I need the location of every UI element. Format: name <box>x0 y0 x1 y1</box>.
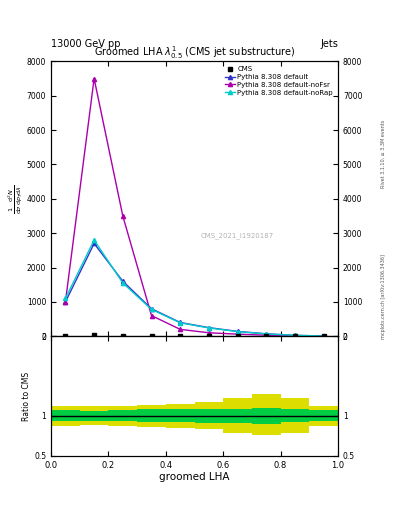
Pythia 8.308 default-noFsr <box>321 333 326 339</box>
Pythia 8.308 default <box>63 299 68 305</box>
Pythia 8.308 default-noFsr <box>120 213 125 219</box>
CMS <box>321 333 326 339</box>
Pythia 8.308 default <box>292 332 298 338</box>
CMS <box>235 333 240 339</box>
X-axis label: groomed LHA: groomed LHA <box>159 472 230 482</box>
Text: Rivet 3.1.10, ≥ 3.3M events: Rivet 3.1.10, ≥ 3.3M events <box>381 119 386 188</box>
Y-axis label: $\frac{1}{\mathrm{d}\sigma}\frac{\mathrm{d}^2N}{\mathrm{d}p_T\mathrm{d}\lambda}$: $\frac{1}{\mathrm{d}\sigma}\frac{\mathrm… <box>7 184 25 214</box>
Text: CMS_2021_I1920187: CMS_2021_I1920187 <box>200 232 274 239</box>
Pythia 8.308 default-noRap <box>149 306 154 312</box>
CMS <box>120 332 125 338</box>
Pythia 8.308 default-noFsr <box>92 76 97 82</box>
Pythia 8.308 default-noRap <box>292 332 298 338</box>
Pythia 8.308 default-noRap <box>207 325 211 331</box>
Text: mcplots.cern.ch [arXiv:1306.3436]: mcplots.cern.ch [arXiv:1306.3436] <box>381 254 386 339</box>
Pythia 8.308 default-noFsr <box>149 312 154 318</box>
Pythia 8.308 default <box>178 319 183 326</box>
Pythia 8.308 default <box>321 333 326 339</box>
Pythia 8.308 default-noRap <box>321 333 326 339</box>
Pythia 8.308 default-noFsr <box>63 299 68 305</box>
Pythia 8.308 default-noRap <box>235 329 240 335</box>
Pythia 8.308 default-noFsr <box>178 326 183 332</box>
Pythia 8.308 default <box>149 306 154 312</box>
Pythia 8.308 default <box>235 328 240 334</box>
Line: Pythia 8.308 default: Pythia 8.308 default <box>63 241 326 338</box>
Pythia 8.308 default <box>264 331 269 337</box>
Legend: CMS, Pythia 8.308 default, Pythia 8.308 default-noFsr, Pythia 8.308 default-noRa: CMS, Pythia 8.308 default, Pythia 8.308 … <box>222 63 336 98</box>
CMS <box>207 333 211 339</box>
Pythia 8.308 default-noRap <box>264 331 269 337</box>
Pythia 8.308 default <box>207 325 211 331</box>
CMS <box>63 332 68 338</box>
Text: Jets: Jets <box>320 38 338 49</box>
CMS <box>292 333 298 339</box>
Pythia 8.308 default-noRap <box>178 320 183 326</box>
Y-axis label: Ratio to CMS: Ratio to CMS <box>22 371 31 420</box>
Pythia 8.308 default-noRap <box>92 237 97 243</box>
Title: Groomed LHA $\lambda^{1}_{0.5}$ (CMS jet substructure): Groomed LHA $\lambda^{1}_{0.5}$ (CMS jet… <box>94 45 295 61</box>
CMS <box>149 333 154 339</box>
Pythia 8.308 default <box>120 278 125 284</box>
Line: CMS: CMS <box>63 333 326 338</box>
Pythia 8.308 default-noFsr <box>264 332 269 338</box>
CMS <box>178 333 183 339</box>
Text: 13000 GeV pp: 13000 GeV pp <box>51 38 121 49</box>
Pythia 8.308 default-noFsr <box>235 331 240 337</box>
Pythia 8.308 default-noRap <box>120 280 125 286</box>
CMS <box>92 332 97 338</box>
CMS <box>264 333 269 339</box>
Line: Pythia 8.308 default-noFsr: Pythia 8.308 default-noFsr <box>63 76 326 338</box>
Pythia 8.308 default-noFsr <box>292 333 298 339</box>
Pythia 8.308 default-noRap <box>63 295 68 302</box>
Pythia 8.308 default <box>92 241 97 247</box>
Line: Pythia 8.308 default-noRap: Pythia 8.308 default-noRap <box>63 238 326 338</box>
Pythia 8.308 default-noFsr <box>207 330 211 336</box>
